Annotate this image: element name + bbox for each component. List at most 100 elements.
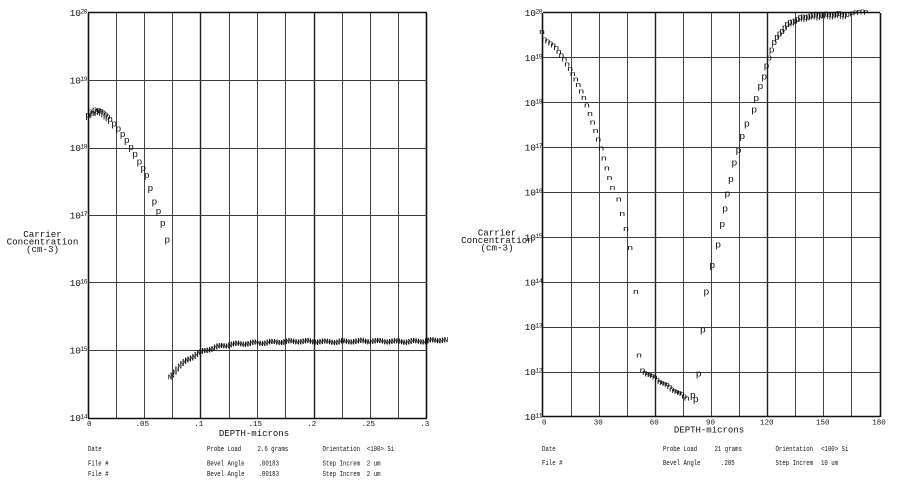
svg-text:N: N — [360, 338, 365, 346]
svg-text:N: N — [343, 338, 348, 346]
svg-text:10: 10 — [70, 413, 82, 424]
svg-text:p: p — [101, 108, 107, 119]
svg-text:2.6 grams: 2.6 grams — [258, 446, 289, 454]
svg-text:N: N — [208, 347, 213, 355]
svg-text:N: N — [199, 349, 204, 357]
svg-text:N: N — [398, 339, 403, 347]
svg-text:n: n — [598, 144, 604, 153]
svg-text:N: N — [264, 341, 269, 349]
svg-text:15: 15 — [81, 346, 88, 353]
svg-text:.00183: .00183 — [259, 471, 280, 479]
svg-text:18: 18 — [536, 98, 543, 105]
svg-text:N: N — [268, 339, 273, 347]
svg-text:N: N — [184, 358, 189, 366]
svg-text:p: p — [724, 189, 730, 200]
svg-text:n: n — [644, 370, 650, 379]
svg-text:N: N — [436, 338, 441, 346]
svg-text:n: n — [587, 109, 593, 118]
svg-text:10: 10 — [525, 8, 537, 19]
svg-text:N: N — [175, 367, 180, 375]
svg-text:Carrier: Carrier — [478, 228, 517, 239]
svg-text:n: n — [642, 368, 648, 377]
svg-text:N: N — [348, 340, 353, 348]
svg-text:n: n — [664, 380, 670, 389]
svg-text:10: 10 — [70, 76, 82, 87]
svg-text:N: N — [374, 338, 379, 346]
svg-text:Orientation: Orientation — [776, 446, 814, 454]
svg-text:.2: .2 — [307, 421, 316, 429]
svg-text:p: p — [696, 369, 702, 380]
svg-text:n: n — [606, 173, 612, 182]
svg-text:DEPTH-microns: DEPTH-microns — [219, 429, 289, 439]
svg-text:10: 10 — [70, 8, 82, 19]
svg-text:N: N — [182, 359, 187, 367]
svg-text:N: N — [420, 340, 425, 348]
svg-text:p: p — [797, 13, 803, 23]
svg-text:Bevel Angle: Bevel Angle — [207, 471, 245, 479]
svg-text:p: p — [836, 9, 842, 19]
svg-text:2 um: 2 um — [367, 461, 381, 469]
svg-text:n: n — [676, 388, 682, 397]
svg-text:N: N — [386, 340, 391, 348]
svg-text:30: 30 — [594, 420, 604, 428]
svg-text:10: 10 — [70, 211, 82, 222]
svg-text:N: N — [218, 343, 223, 351]
svg-text:N: N — [336, 339, 341, 347]
svg-text:n: n — [671, 386, 677, 395]
svg-text:N: N — [391, 339, 396, 347]
svg-text:13: 13 — [536, 323, 543, 330]
svg-text:n: n — [661, 379, 667, 388]
svg-text:p: p — [124, 135, 130, 146]
svg-text:p: p — [164, 235, 170, 246]
svg-text:N: N — [424, 339, 429, 347]
svg-text:16: 16 — [536, 188, 543, 195]
svg-text:n: n — [679, 389, 685, 398]
svg-text:N: N — [367, 340, 372, 348]
svg-text:N: N — [422, 340, 427, 348]
svg-text:p: p — [90, 108, 96, 119]
svg-text:p: p — [764, 61, 770, 71]
svg-text:p: p — [87, 107, 93, 118]
svg-text:N: N — [381, 339, 386, 347]
svg-text:p: p — [709, 260, 715, 271]
svg-text:p: p — [107, 114, 113, 125]
svg-text:p: p — [782, 23, 788, 33]
svg-text:p: p — [777, 29, 783, 39]
svg-text:n: n — [674, 387, 680, 396]
svg-text:N: N — [297, 340, 302, 348]
svg-text:19: 19 — [81, 76, 88, 83]
svg-text:N: N — [252, 340, 257, 348]
svg-text:N: N — [276, 340, 281, 348]
svg-text:60: 60 — [650, 420, 660, 428]
svg-text:12: 12 — [536, 368, 543, 375]
svg-text:p: p — [105, 112, 111, 123]
svg-text:p: p — [116, 124, 122, 135]
svg-text:150: 150 — [816, 420, 830, 428]
svg-text:p: p — [800, 12, 806, 22]
svg-text:N: N — [400, 340, 405, 348]
svg-text:N: N — [434, 338, 439, 346]
svg-text:N: N — [338, 339, 343, 347]
svg-text:N: N — [216, 343, 221, 351]
svg-text:Concentration: Concentration — [461, 235, 533, 246]
svg-text:n: n — [558, 51, 564, 60]
svg-text:p: p — [787, 18, 793, 28]
svg-text:14: 14 — [81, 414, 88, 421]
svg-text:p: p — [829, 10, 835, 20]
svg-text:N: N — [204, 348, 209, 356]
svg-text:N: N — [244, 342, 249, 350]
svg-text:p: p — [818, 11, 824, 21]
svg-text:n: n — [633, 287, 639, 296]
svg-text:N: N — [266, 340, 271, 348]
svg-text:p: p — [803, 12, 809, 22]
svg-text:P: P — [850, 12, 855, 19]
svg-text:n: n — [616, 195, 622, 204]
svg-text:10: 10 — [70, 346, 82, 357]
svg-text:N: N — [441, 338, 446, 346]
svg-text:p: p — [120, 129, 126, 140]
svg-text:N: N — [388, 339, 393, 347]
svg-text:p: p — [152, 197, 158, 208]
svg-text:N: N — [314, 340, 319, 348]
svg-text:p: p — [144, 170, 150, 181]
svg-text:p: p — [703, 287, 709, 298]
